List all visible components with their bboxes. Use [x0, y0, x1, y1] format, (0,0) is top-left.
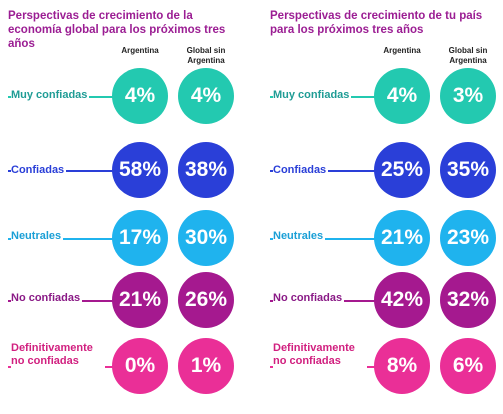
value-circle-global: 1%	[178, 338, 234, 394]
row-label: Confiadas	[11, 164, 67, 177]
panel-own-country: Perspectivas de crecimiento de tu país p…	[270, 0, 503, 414]
value-circle-argentina: 4%	[112, 68, 168, 124]
row-label: Neutrales	[273, 230, 326, 243]
row-label: Neutrales	[11, 230, 64, 243]
panel-title: Perspectivas de crecimiento de tu país p…	[270, 10, 483, 36]
column-header-argentina: Argentina	[121, 46, 159, 55]
value-circle-argentina: 25%	[374, 142, 430, 198]
value-circle-argentina: 58%	[112, 142, 168, 198]
row-neutrales: Neutrales 17% 30%	[8, 208, 248, 268]
value-circle-argentina: 21%	[374, 210, 430, 266]
panel-title: Perspectivas de crecimiento de la econom…	[8, 10, 226, 50]
value-circle-global: 26%	[178, 272, 234, 328]
value-circle-global: 6%	[440, 338, 496, 394]
row-label: No confiadas	[11, 292, 83, 305]
row-definitivamente-no-confiadas: Definitivamente no confiadas 8% 6%	[270, 336, 503, 396]
value-circle-argentina: 0%	[112, 338, 168, 394]
value-circle-argentina: 21%	[112, 272, 168, 328]
row-label: Muy confiadas	[11, 89, 90, 102]
column-header-global: Global sin Argentina	[448, 46, 488, 65]
value-circle-global: 23%	[440, 210, 496, 266]
row-muy-confiadas: Muy confiadas 4% 4%	[8, 66, 248, 126]
value-circle-global: 35%	[440, 142, 496, 198]
column-header-global: Global sin Argentina	[186, 46, 226, 65]
row-no-confiadas: No confiadas 21% 26%	[8, 270, 248, 330]
value-circle-argentina: 42%	[374, 272, 430, 328]
value-circle-argentina: 8%	[374, 338, 430, 394]
panel-global-economy: Perspectivas de crecimiento de la econom…	[8, 0, 248, 414]
value-circle-global: 4%	[178, 68, 234, 124]
row-neutrales: Neutrales 21% 23%	[270, 208, 503, 268]
value-circle-global: 3%	[440, 68, 496, 124]
value-circle-argentina: 17%	[112, 210, 168, 266]
row-confiadas: Confiadas 25% 35%	[270, 140, 503, 200]
column-header-argentina: Argentina	[383, 46, 421, 55]
value-circle-global: 32%	[440, 272, 496, 328]
row-confiadas: Confiadas 58% 38%	[8, 140, 248, 200]
row-label: Definitivamente no confiadas	[11, 342, 105, 368]
row-label: No confiadas	[273, 292, 345, 305]
row-label: Definitivamente no confiadas	[273, 342, 367, 368]
row-label: Muy confiadas	[273, 89, 352, 102]
value-circle-global: 30%	[178, 210, 234, 266]
row-definitivamente-no-confiadas: Definitivamente no confiadas 0% 1%	[8, 336, 248, 396]
row-muy-confiadas: Muy confiadas 4% 3%	[270, 66, 503, 126]
row-no-confiadas: No confiadas 42% 32%	[270, 270, 503, 330]
value-circle-global: 38%	[178, 142, 234, 198]
row-label: Confiadas	[273, 164, 329, 177]
value-circle-argentina: 4%	[374, 68, 430, 124]
